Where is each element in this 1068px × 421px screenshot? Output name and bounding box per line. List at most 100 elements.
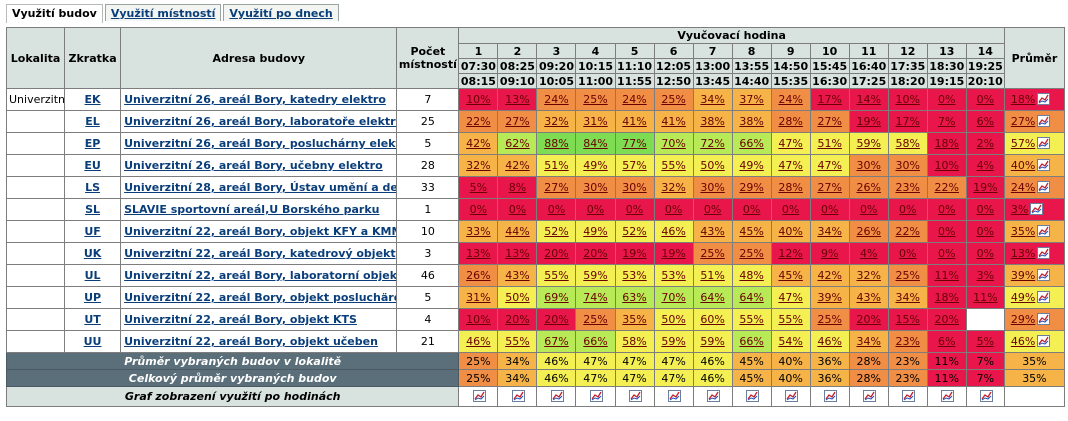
- usage-cell[interactable]: 48%: [731, 264, 772, 287]
- usage-value[interactable]: 64%: [700, 291, 725, 304]
- usage-value[interactable]: 7%: [938, 115, 956, 128]
- adresa-link[interactable]: Univerzitní 22, areál Bory, objekt učebe…: [124, 335, 378, 348]
- usage-cell[interactable]: 19%: [653, 242, 694, 265]
- usage-value[interactable]: 67%: [544, 335, 569, 348]
- usage-value[interactable]: 0%: [742, 203, 761, 216]
- usage-value[interactable]: 14%: [856, 93, 881, 106]
- adresa-link[interactable]: Univerzitní 22, areál Bory, katedrový ob…: [124, 247, 396, 260]
- average-value[interactable]: 46%: [1010, 335, 1036, 348]
- usage-value[interactable]: 55%: [739, 313, 764, 326]
- average-value[interactable]: 35%: [1010, 225, 1036, 238]
- usage-cell[interactable]: 30%: [575, 176, 616, 199]
- usage-value[interactable]: 70%: [661, 137, 686, 150]
- usage-value[interactable]: 0%: [938, 93, 956, 106]
- usage-cell[interactable]: 12%: [770, 242, 811, 265]
- adresa-link[interactable]: Univerzitní 26, areál Bory, laboratoře e…: [124, 115, 397, 128]
- usage-cell[interactable]: 0%: [926, 220, 967, 243]
- hour-chart-icon[interactable]: [590, 390, 603, 402]
- usage-value[interactable]: 0%: [976, 247, 995, 260]
- usage-cell[interactable]: 9%: [809, 242, 850, 265]
- usage-value[interactable]: 49%: [583, 159, 608, 172]
- usage-cell[interactable]: 53%: [614, 264, 655, 287]
- usage-cell[interactable]: 60%: [692, 308, 733, 331]
- usage-cell[interactable]: 0%: [965, 242, 1005, 265]
- usage-value[interactable]: 31%: [583, 115, 608, 128]
- usage-value[interactable]: 32%: [856, 269, 881, 282]
- usage-value[interactable]: 45%: [739, 225, 764, 238]
- usage-cell[interactable]: 42%: [497, 154, 538, 177]
- hour-chart-icon[interactable]: [629, 390, 643, 402]
- adresa-link[interactable]: Univerzitní 22, areál Bory, objekt KTS: [124, 313, 357, 326]
- usage-value[interactable]: 20%: [583, 247, 608, 260]
- adresa-link[interactable]: Univerzitní 26, areál Bory, učebny elekt…: [124, 159, 383, 172]
- usage-value[interactable]: 46%: [466, 335, 491, 348]
- usage-cell[interactable]: 47%: [809, 154, 850, 177]
- chart-icon[interactable]: [1037, 335, 1051, 347]
- usage-cell[interactable]: 32%: [848, 264, 889, 287]
- usage-cell[interactable]: 32%: [458, 154, 499, 177]
- usage-value[interactable]: 19%: [856, 115, 881, 128]
- average-value[interactable]: 39%: [1010, 269, 1036, 282]
- usage-value[interactable]: 27%: [817, 181, 842, 194]
- usage-value[interactable]: 24%: [778, 93, 803, 106]
- usage-cell[interactable]: 67%: [536, 330, 577, 353]
- usage-value[interactable]: 30%: [856, 159, 881, 172]
- usage-value[interactable]: 32%: [661, 181, 686, 194]
- usage-value[interactable]: 38%: [700, 115, 725, 128]
- usage-value[interactable]: 34%: [817, 225, 842, 238]
- usage-cell[interactable]: 20%: [536, 308, 577, 331]
- usage-cell[interactable]: 4%: [965, 154, 1005, 177]
- usage-cell[interactable]: 70%: [653, 286, 694, 309]
- usage-value[interactable]: 19%: [973, 181, 998, 194]
- usage-cell[interactable]: 18%: [926, 132, 967, 155]
- usage-cell[interactable]: 18%: [926, 286, 967, 309]
- usage-cell[interactable]: 25%: [731, 242, 772, 265]
- usage-value[interactable]: 19%: [622, 247, 647, 260]
- usage-value[interactable]: 66%: [739, 335, 764, 348]
- usage-value[interactable]: 58%: [895, 137, 920, 150]
- usage-value[interactable]: 58%: [622, 335, 647, 348]
- usage-cell[interactable]: 0%: [536, 198, 577, 221]
- average-value[interactable]: 13%: [1010, 247, 1036, 260]
- usage-cell[interactable]: 6%: [965, 110, 1005, 133]
- usage-cell[interactable]: 22%: [926, 176, 967, 199]
- usage-cell[interactable]: 43%: [692, 220, 733, 243]
- tab-vyuziti-budov[interactable]: Využití budov: [6, 4, 103, 23]
- zkratka-link[interactable]: UP: [84, 291, 102, 304]
- usage-value[interactable]: 3%: [976, 269, 995, 282]
- usage-cell[interactable]: 27%: [536, 176, 577, 199]
- usage-value[interactable]: 70%: [661, 291, 686, 304]
- usage-cell[interactable]: 30%: [692, 176, 733, 199]
- usage-value[interactable]: 30%: [622, 181, 647, 194]
- zkratka-link[interactable]: LS: [85, 181, 101, 194]
- usage-value[interactable]: 6%: [976, 115, 995, 128]
- usage-cell[interactable]: 24%: [770, 88, 811, 111]
- usage-value[interactable]: 66%: [583, 335, 608, 348]
- usage-value[interactable]: 0%: [976, 225, 995, 238]
- usage-value[interactable]: 50%: [505, 291, 530, 304]
- usage-value[interactable]: 25%: [583, 313, 608, 326]
- usage-value[interactable]: 0%: [625, 203, 644, 216]
- usage-cell[interactable]: 10%: [926, 154, 967, 177]
- usage-cell[interactable]: 51%: [809, 132, 850, 155]
- usage-cell[interactable]: 19%: [848, 110, 889, 133]
- usage-value[interactable]: 25%: [895, 269, 920, 282]
- usage-cell[interactable]: 17%: [809, 88, 850, 111]
- usage-cell[interactable]: 55%: [536, 264, 577, 287]
- usage-cell[interactable]: 47%: [770, 286, 811, 309]
- usage-value[interactable]: 88%: [544, 137, 569, 150]
- usage-cell[interactable]: 2%: [965, 132, 1005, 155]
- usage-value[interactable]: 30%: [895, 159, 920, 172]
- usage-cell[interactable]: 49%: [575, 220, 616, 243]
- usage-cell[interactable]: 59%: [575, 264, 616, 287]
- adresa-link[interactable]: Univerzitní 28, areál Bory, Ústav umění …: [124, 181, 397, 194]
- usage-cell[interactable]: 31%: [458, 286, 499, 309]
- usage-value[interactable]: 47%: [778, 159, 803, 172]
- usage-cell[interactable]: 42%: [458, 132, 499, 155]
- usage-cell[interactable]: 20%: [848, 308, 889, 331]
- usage-value[interactable]: 52%: [544, 225, 569, 238]
- average-value[interactable]: 29%: [1010, 313, 1036, 326]
- usage-value[interactable]: 43%: [856, 291, 881, 304]
- usage-value[interactable]: 84%: [583, 137, 608, 150]
- usage-cell[interactable]: 13%: [458, 242, 499, 265]
